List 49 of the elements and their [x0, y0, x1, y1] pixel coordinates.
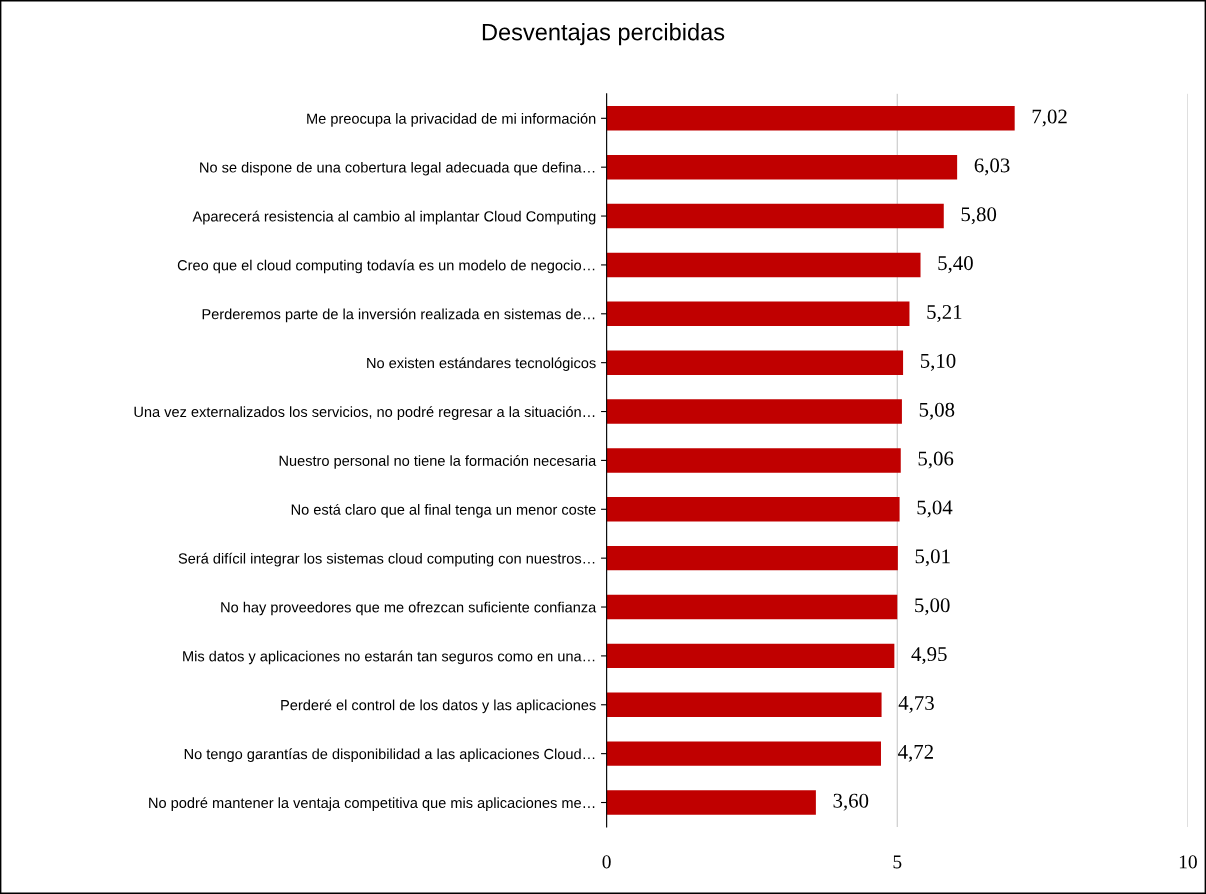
data-label: 5,08: [919, 402, 955, 420]
data-label: 5,80: [961, 207, 997, 225]
x-tick-label: 0: [602, 855, 611, 869]
bar: [606, 350, 904, 375]
bar: [606, 203, 944, 229]
bar: [606, 594, 898, 620]
data-label: 7,02: [1032, 109, 1067, 127]
bar: [606, 252, 921, 278]
bar: [606, 497, 900, 522]
data-label: 4,73: [898, 695, 934, 713]
y-tick-label: No existen estándares tecnológicos: [367, 357, 596, 372]
y-tick-label: Creo que el cloud computing todavía es un modelo de negocio…: [177, 259, 595, 274]
chart-title: Desventajas percibidas: [482, 23, 725, 46]
y-tick-label: No hay proveedores que me ofrezcan suficiente confianza: [221, 601, 597, 616]
data-label: 5,01: [915, 549, 950, 567]
y-tick-label: No tengo garantías de disponibilidad a las aplicaciones Cloud…: [184, 748, 595, 763]
data-label: 3,60: [833, 793, 869, 811]
bar: [606, 301, 910, 327]
bar: [606, 741, 881, 766]
y-tick-label: No está claro que al final tenga un menor coste: [291, 503, 596, 518]
data-label: 4,72: [898, 744, 933, 762]
y-tick-label: Nuestro personal no tiene la formación necesaria: [279, 455, 597, 469]
y-tick-label: Será difícil integrar los sistemas cloud computing con nuestros…: [178, 552, 595, 567]
bar: [606, 106, 1015, 131]
bar: [606, 643, 895, 669]
data-label: 5,10: [920, 353, 956, 371]
data-label: 6,03: [974, 158, 1010, 176]
y-tick-label: Perderé el control de los datos y las aplicaciones: [281, 699, 596, 714]
bar: [606, 545, 898, 571]
bar: [606, 154, 958, 180]
y-tick-label: Perderemos parte de la inversión realizada en sistemas de…: [202, 308, 595, 323]
y-tick-label: Aparecerá resistencia al cambio al implantar Cloud Computing: [192, 210, 596, 225]
y-tick-label: No podré mantener la ventaja competitiva que mis aplicaciones me…: [149, 797, 595, 811]
y-tick-label: Me preocupa la privacidad de mi información: [307, 112, 596, 127]
data-label: 5,40: [938, 256, 973, 274]
bar: [606, 790, 816, 815]
y-tick-label: Una vez externalizados los servicios, no podré regresar a la situación…: [134, 406, 595, 420]
x-tick-label: 5: [893, 855, 902, 869]
bar: [606, 448, 901, 473]
y-tick-label: No se dispone de una cobertura legal adecuada que defina…: [200, 161, 595, 176]
bar: [606, 692, 882, 717]
bar: [606, 399, 902, 424]
data-label: 5,04: [917, 500, 953, 518]
data-label: 5,00: [915, 598, 950, 616]
x-tick-label: 10: [1179, 855, 1197, 869]
data-label: 5,06: [918, 451, 954, 469]
data-label: 4,95: [911, 647, 947, 665]
y-tick-label: Mis datos y aplicaciones no estarán tan seguros como en una…: [183, 650, 595, 665]
data-label: 5,21: [927, 305, 962, 323]
